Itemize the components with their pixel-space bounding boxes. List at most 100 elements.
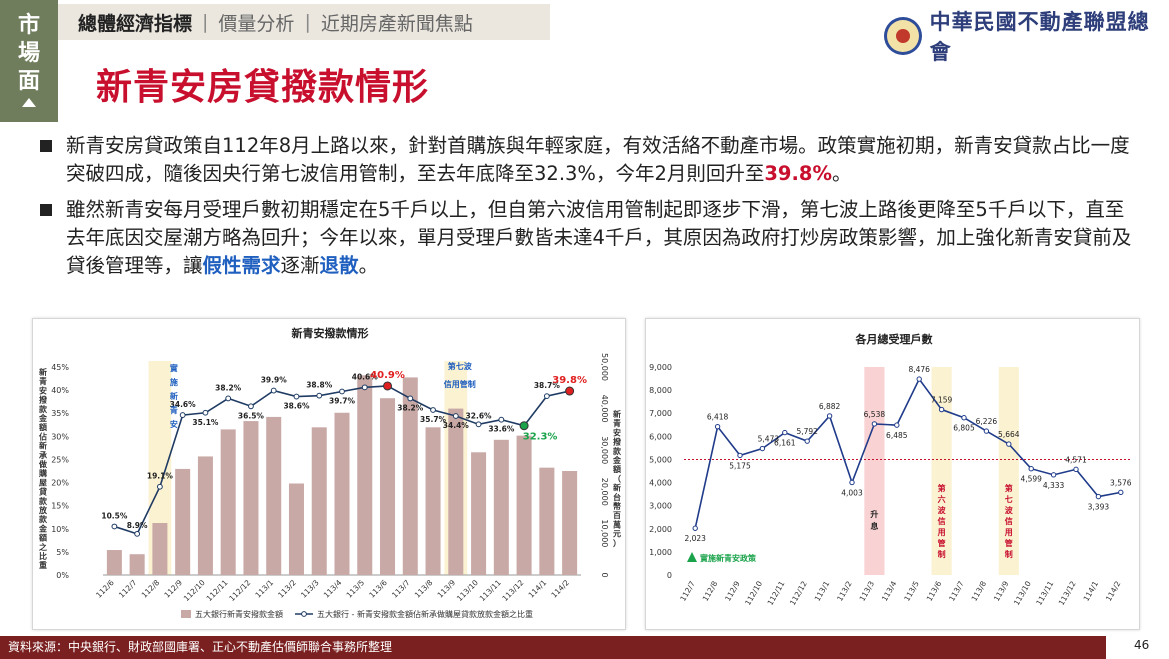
data-point: [134, 530, 141, 537]
data-point: [961, 415, 967, 421]
y-axis-label-left: 屋: [39, 477, 47, 487]
data-label: 40.9%: [370, 370, 405, 381]
data-label: 6,418: [707, 413, 729, 422]
y-axis-label-left: 款: [39, 404, 48, 414]
data-point: [430, 407, 436, 413]
data-label: 38.6%: [283, 402, 310, 411]
data-point: [1050, 472, 1057, 478]
bar: [516, 435, 532, 575]
y-tick-left: 40%: [51, 386, 69, 395]
data-label: 38.7%: [534, 381, 561, 390]
y-axis-label-left: 放: [38, 505, 48, 515]
data-point: [543, 393, 550, 400]
y-tick: 1,000: [649, 548, 672, 557]
y-axis-label-left: 佔: [38, 431, 47, 441]
y-axis-label-left: 購: [38, 468, 47, 478]
data-label: 19.1%: [147, 472, 174, 481]
org-name: 中華民國不動產聯盟總會: [929, 9, 1150, 64]
x-tick: 113/10: [455, 578, 480, 603]
y-tick: 6,000: [649, 432, 672, 441]
bullet-text: 雖然新青安每月受理戶數初期穩定在5千戶以上，但自第六波信用管制起即逐步下滑，第七…: [66, 196, 1140, 280]
nav-item[interactable]: 價量分析: [218, 12, 295, 35]
y-axis-label-right: 百: [613, 511, 621, 520]
band-label: 六: [938, 494, 946, 504]
chart-title: 新青安撥款情形: [292, 326, 369, 340]
y-tick-left: 45%: [51, 363, 69, 372]
data-label: 33.6%: [488, 425, 515, 434]
bar: [425, 427, 441, 575]
y-tick: 2,000: [649, 525, 672, 534]
seal-icon: [884, 17, 922, 55]
y-tick: 9,000: [649, 363, 672, 372]
policy-band: [931, 367, 952, 575]
y-axis-label-left: 做: [38, 459, 47, 469]
data-point: [519, 421, 529, 431]
y-tick-right: 0: [600, 572, 609, 577]
x-tick: 113/6: [925, 579, 944, 602]
legend-swatch-point: [301, 611, 307, 617]
y-axis-label-left: 承: [39, 451, 47, 460]
data-label: 6,882: [819, 402, 841, 411]
data-point: [737, 452, 743, 459]
data-label: 5,473: [758, 435, 780, 444]
y-tick-right: 30,000: [600, 436, 609, 464]
source-footer: 資料來源：中央銀行、財政部國庫署、正心不動產估價師聯合事務所整理: [0, 636, 1106, 659]
section-tag-char: 面: [17, 69, 40, 94]
bar: [129, 554, 145, 575]
bar: [106, 550, 122, 575]
nav-separator: |: [202, 11, 209, 33]
y-axis-label-right: 萬: [613, 519, 621, 529]
y-tick-right: 50,000: [600, 353, 609, 381]
nav-item-active[interactable]: 總體經濟指標: [78, 12, 193, 35]
y-axis-label-left: 比: [39, 551, 47, 561]
data-label: 38.8%: [306, 381, 333, 390]
chart-panel-right: 各月總受理戶數 0 1,000 2,000 3,000 4,000 5,000 6,000 7,…: [645, 318, 1140, 630]
bullet-item: 雖然新青安每月受理戶數初期穩定在5千戶以上，但自第六波信用管制起即逐步下滑，第七…: [40, 196, 1140, 280]
x-tick: 112/12: [227, 578, 252, 603]
band-label: 制: [1005, 549, 1013, 559]
y-tick-left: 0%: [56, 571, 69, 580]
data-point: [782, 429, 788, 436]
x-tick: 112/11: [766, 579, 787, 607]
y-tick-left: 10%: [51, 525, 69, 534]
x-tick: 112/7: [117, 578, 139, 600]
section-tag-char: 市: [17, 13, 40, 38]
policy-band: [864, 367, 885, 575]
data-label: 39.8%: [552, 375, 587, 386]
y-tick: 4,000: [649, 479, 672, 488]
data-label: 39.7%: [329, 396, 356, 405]
data-label: 38.2%: [397, 403, 424, 412]
data-point: [1118, 489, 1124, 496]
page-title: 新青安房貸撥款情形: [96, 67, 430, 108]
data-label: 7,159: [931, 396, 953, 405]
nav-item[interactable]: 近期房產新聞焦點: [320, 12, 473, 35]
series-line: [694, 377, 1121, 529]
text-run: 。: [358, 254, 379, 277]
y-axis-label-right: 新: [613, 483, 621, 493]
x-tick: 112/12: [788, 579, 809, 607]
x-tick: 114/1: [1082, 579, 1101, 602]
annotation-text: 新: [170, 391, 178, 401]
bar: [243, 421, 259, 575]
highlight-blue: 退散: [319, 254, 359, 277]
bullet-item: 新青安房貸政策自112年8月上路以來，針對首購族與年輕家庭，有效活絡不動產市場。…: [40, 132, 1140, 188]
annotation-text: 第七波: [448, 361, 473, 371]
x-tick: 114/2: [1104, 579, 1123, 602]
band-label: 第: [938, 483, 946, 493]
data-label: 3,576: [1110, 478, 1132, 487]
annotation-band: [148, 361, 172, 575]
data-point: [339, 388, 345, 395]
highlight-red: 39.8%: [764, 162, 833, 185]
data-label: 39.9%: [261, 376, 288, 385]
y-tick-left: 20%: [51, 479, 69, 488]
x-tick: 113/1: [253, 578, 275, 600]
data-point: [1073, 466, 1079, 473]
y-axis-label-left: 金: [38, 523, 48, 533]
legend-label: 五大銀行新青安撥款金額: [195, 609, 283, 619]
bar: [562, 471, 578, 575]
x-tick: 112/8: [140, 578, 162, 600]
breadcrumb-nav: 總體經濟指標 | 價量分析 | 近期房產新聞焦點: [58, 4, 550, 40]
y-tick: 8,000: [649, 386, 672, 395]
band-label: 七: [1005, 494, 1013, 504]
annotation-text: 實施新青安政策: [700, 553, 757, 563]
